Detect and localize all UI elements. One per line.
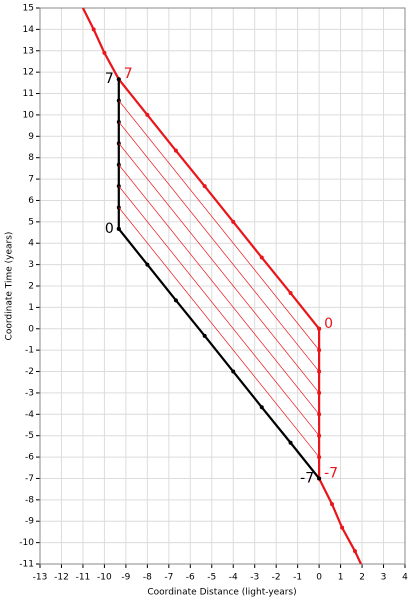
y-tick-label: -10 [19,538,34,548]
x-tick-label: -12 [54,573,69,583]
x-tick-label: -5 [207,573,216,583]
y-tick-label: -7 [25,474,34,484]
y-tick-label: 7 [28,175,34,185]
series-point [202,333,207,338]
y-axis-label: Coordinate Time (years) [5,232,15,341]
x-tick-label: 2 [359,573,365,583]
annotation: 7 [124,66,133,82]
plot-frame [39,7,406,565]
x-tick-label: 3 [381,573,387,583]
annotation: -7 [324,465,338,481]
series-line [118,121,320,372]
x-tick-label: 1 [338,573,344,583]
x-tick-label: -8 [143,573,152,583]
series-point [145,112,150,117]
series-point [317,326,322,331]
series-point [352,549,357,554]
y-tick-label: 0 [28,324,34,334]
x-tick-label: -2 [272,573,281,583]
series-point [340,525,345,530]
x-tick-label: 4 [402,573,408,583]
y-tick-label: 4 [28,239,34,249]
series-point [259,255,264,260]
y-tick-label: -8 [25,495,34,505]
y-tick-label: 8 [28,153,34,163]
series-point [288,291,293,296]
x-tick-label: -3 [250,573,259,583]
series-line [118,164,320,415]
y-tick-label: 14 [23,25,35,35]
series-point [231,219,236,224]
series-line [117,228,320,480]
series-point [202,184,207,189]
x-tick-label: -11 [76,573,91,583]
y-tick-label: 1 [28,303,34,313]
x-tick-label: -7 [164,573,173,583]
x-tick-label: -4 [229,573,238,583]
x-tick-label: -6 [186,573,195,583]
series-point [116,226,121,231]
y-tick-label: -3 [25,388,34,398]
series-point [173,148,178,153]
series-line [118,100,320,351]
y-tick-label: 6 [28,196,34,206]
y-tick-label: -1 [25,346,34,356]
y-tick-label: -5 [25,431,34,441]
y-tick-label: -6 [25,453,34,463]
y-tick-label: 3 [28,260,34,270]
series-point [173,298,178,303]
series-point [116,77,121,82]
y-tick-label: 15 [23,4,34,14]
x-tick-label: 0 [316,573,322,583]
y-tick-label: 12 [23,68,34,78]
annotation: 7 [105,71,114,87]
series-line [118,207,320,458]
annotation: 0 [324,316,333,332]
x-tick-label: -10 [97,573,112,583]
series-point [102,50,107,55]
series-point [317,476,322,481]
series-line [118,185,320,436]
y-tick-label: -2 [25,367,34,377]
series-point [145,262,150,267]
series-point [91,27,96,32]
y-tick-label: 5 [28,217,34,227]
y-tick-label: 9 [28,132,34,142]
x-tick-label: -1 [293,573,302,583]
y-tick-label: 2 [28,282,34,292]
y-tick-label: -11 [19,560,34,570]
series-point [231,369,236,374]
annotation: -7 [300,470,314,486]
annotation: 0 [105,221,114,237]
x-tick-label: -9 [121,573,130,583]
series-point [259,405,264,410]
y-tick-label: 11 [23,89,34,99]
series-point [288,440,293,445]
series-line [118,143,320,394]
y-tick-label: 13 [23,46,34,56]
y-tick-label: 10 [23,110,35,120]
x-axis-label: Coordinate Distance (light-years) [147,588,296,598]
y-tick-label: -4 [25,410,34,420]
series-point [330,502,334,507]
y-tick-label: -9 [25,517,34,527]
x-tick-label: -13 [33,573,48,583]
